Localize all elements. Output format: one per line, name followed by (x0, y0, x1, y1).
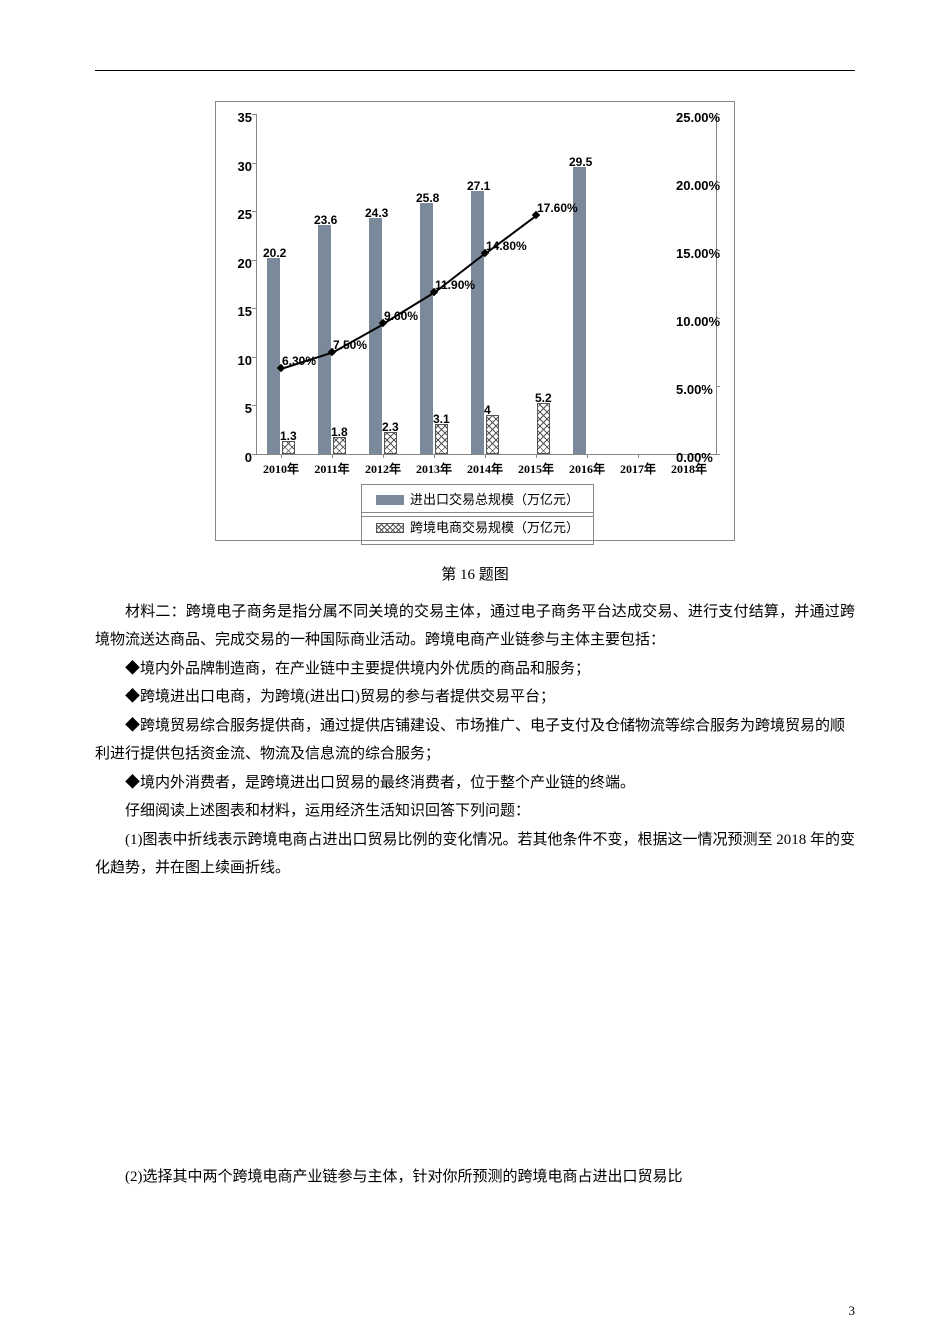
question-2: (2)选择其中两个跨境电商产业链参与主体，针对你所预测的跨境电商占进出口贸易比 (95, 1163, 855, 1192)
line-point-value: 7.50% (333, 334, 367, 357)
bar-ecommerce-value: 5.2 (535, 387, 552, 410)
bar-total (369, 218, 382, 454)
y-right-tick: 5.00% (676, 378, 734, 403)
x-tick-label: 2013年 (409, 458, 459, 481)
legend-hatched: 跨境电商交易规模（万亿元） (361, 512, 594, 545)
y-right-tick: 25.00% (676, 106, 734, 131)
legend-swatch-hatch-icon (376, 523, 404, 533)
paragraph-instruction: 仔细阅读上述图表和材料，运用经济生活知识回答下列问题： (95, 797, 855, 826)
header-rule (95, 70, 855, 71)
bullet-2: ◆跨境进出口电商，为跨境(进出口)贸易的参与者提供交易平台； (95, 683, 855, 712)
line-point-value: 11.90% (435, 274, 475, 297)
bar-total-value: 27.1 (467, 175, 490, 198)
page-number: 3 (849, 1299, 856, 1324)
bar-total-value: 20.2 (263, 242, 286, 265)
legend-solid-label: 进出口交易总规模（万亿元） (410, 488, 579, 513)
x-tick-label: 2010年 (256, 458, 306, 481)
bar-total (420, 203, 433, 454)
chart-caption: 第 16 题图 (95, 561, 855, 590)
line-point-value: 14.80% (486, 235, 527, 258)
bar-total (471, 191, 484, 454)
bar-ecommerce-value: 1.8 (331, 421, 348, 444)
y-left-tick: 10 (216, 349, 252, 374)
x-tick-label: 2018年 (664, 458, 714, 481)
line-point-value: 17.60% (537, 197, 578, 220)
bullet-4: ◆境内外消费者，是跨境进出口贸易的最终消费者，位于整个产业链的终端。 (95, 769, 855, 798)
x-tick-label: 2017年 (613, 458, 663, 481)
line-point-value: 6.30% (282, 350, 316, 373)
y-left-tick: 0 (216, 446, 252, 471)
x-tick-label: 2015年 (511, 458, 561, 481)
y-left-tick: 15 (216, 300, 252, 325)
x-tick-label: 2016年 (562, 458, 612, 481)
bar-total-value: 23.6 (314, 209, 337, 232)
bar-total-value: 24.3 (365, 202, 388, 225)
question-1: (1)图表中折线表示跨境电商占进出口贸易比例的变化情况。若其他条件不变，根据这一… (95, 826, 855, 883)
bar-ecommerce (537, 403, 550, 454)
x-tick-label: 2012年 (358, 458, 408, 481)
bar-ecommerce-value: 4 (484, 399, 491, 422)
bar-ecommerce-value: 2.3 (382, 416, 399, 439)
bar-total-value: 29.5 (569, 151, 592, 174)
y-left-tick: 35 (216, 106, 252, 131)
y-right-tick: 20.00% (676, 174, 734, 199)
bar-ecommerce-value: 3.1 (433, 408, 450, 431)
legend-hatched-label: 跨境电商交易规模（万亿元） (410, 516, 579, 541)
line-point-value: 9.60% (384, 305, 418, 328)
y-right-tick: 10.00% (676, 310, 734, 335)
y-left-tick: 30 (216, 155, 252, 180)
bar-total-value: 25.8 (416, 187, 439, 210)
legend-swatch-solid-icon (376, 495, 404, 505)
y-right-tick: 15.00% (676, 242, 734, 267)
bar-total (267, 258, 280, 454)
bullet-3: ◆跨境贸易综合服务提供商，通过提供店铺建设、市场推广、电子支付及仓储物流等综合服… (95, 712, 855, 769)
x-tick-label: 2014年 (460, 458, 510, 481)
bullet-1: ◆境内外品牌制造商，在产业链中主要提供境内外优质的商品和服务； (95, 655, 855, 684)
bar-ecommerce-value: 1.3 (280, 425, 297, 448)
paragraph-material2: 材料二：跨境电子商务是指分属不同关境的交易主体，通过电子商务平台达成交易、进行支… (95, 598, 855, 655)
y-left-tick: 25 (216, 203, 252, 228)
y-left-tick: 5 (216, 397, 252, 422)
chart-container: 进出口交易总规模（万亿元） 跨境电商交易规模（万亿元） 0 5 10 15 20 25 30… (215, 101, 735, 541)
answer-blank-space (95, 883, 855, 1163)
x-tick-label: 2011年 (307, 458, 357, 481)
y-left-tick: 20 (216, 252, 252, 277)
bar-total (318, 225, 331, 454)
